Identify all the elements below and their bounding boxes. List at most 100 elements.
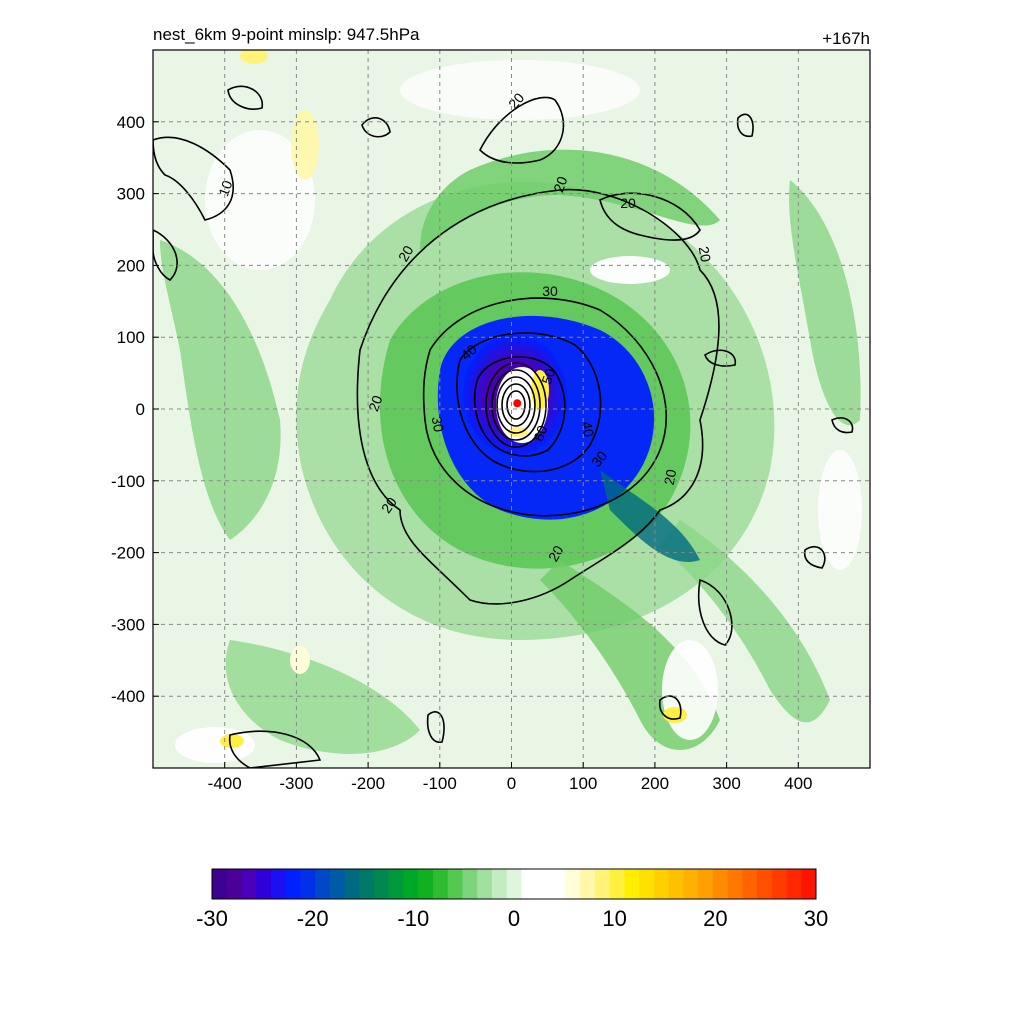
contour-inner-1 [485,362,547,448]
y-tick-label: -400 [111,687,145,706]
contour-ne-small [736,113,754,138]
colorbar-swatch [742,869,758,899]
colorbar-swatch [580,869,596,899]
y-axis: 400 300 200 100 0 -100 -200 -300 -400 [111,113,159,706]
contour-20-outer [356,188,720,605]
y-tick-label: -100 [111,472,145,491]
colorbar-swatch [418,869,434,899]
colorbar-swatch [668,869,684,899]
colorbar-swatch [256,869,272,899]
colorbar-swatch [300,869,316,899]
x-tick-label: -200 [351,774,385,793]
contour-sw-loop [228,730,322,768]
colorbar-swatch [771,869,788,899]
colorbar-swatch [727,869,743,899]
colorbar-label: -20 [297,906,329,931]
colorbar-swatch [786,869,802,899]
yellow-patch-n [291,110,319,180]
time-label: +167h [822,29,870,48]
colorbar-swatch [329,869,346,899]
colorbar-swatch [447,869,463,899]
colorbar-label: 10 [602,906,626,931]
contour-inner-4 [501,383,531,427]
y-tick-label: 200 [117,256,145,275]
x-tick-label: 100 [569,774,597,793]
colorbar-swatch [462,869,478,899]
contour-label: 20 [696,245,714,263]
colorbar-label: 20 [703,906,727,931]
colorbar-tick-labels: -30 -20 -10 0 10 20 30 [196,906,828,931]
colorbar-swatch [226,869,242,899]
colorbar-swatch [801,869,817,899]
contour-label: 20 [365,393,385,413]
contour-e-small-2 [803,545,826,569]
contour-lines [153,85,854,768]
colorbar-swatch [432,869,449,899]
colorbar-swatch [653,869,670,899]
contour-50 [473,356,566,457]
colorbar-frame [211,868,817,900]
colorbar-swatch [344,869,360,899]
colorbar-swatch [757,869,773,899]
contour-30 [422,297,668,517]
colorbar-swatch [491,869,508,899]
band-spiral-north [420,149,720,250]
contour-s-small [426,711,445,743]
colorbar-swatch [698,869,714,899]
contour-se-loop [697,578,733,646]
colorbar-swatch [506,869,522,899]
white-patch-se [662,640,718,740]
contour-label: 20 [620,195,636,211]
y-tick-label: 100 [117,328,145,347]
yellow-patch-nw [240,50,268,64]
colorbar-swatch [477,869,493,899]
x-tick-label: 200 [641,774,669,793]
colorbar-swatch [639,869,655,899]
x-tick-label: -400 [208,774,242,793]
y-tick-label: 400 [117,113,145,132]
y-tick-label: -200 [111,544,145,563]
band-southwest [225,640,420,754]
contour-label: 20 [545,543,567,565]
y-tick-label: 0 [136,400,145,419]
colorbar-swatch [403,869,419,899]
band-spiral-west [160,240,281,540]
storm-center-marker [513,399,522,408]
colorbar-swatch [550,869,567,899]
colorbar-swatch [212,869,228,899]
colorbar-swatch [285,869,301,899]
colorbar-label: 30 [804,906,828,931]
colorbar-swatch [536,869,552,899]
white-patch-nw [205,130,315,270]
colorbar-label: 0 [508,906,520,931]
contour-10-nw [153,136,234,221]
contour-e-mid [704,349,736,367]
band-east [789,180,861,426]
contour-40 [456,332,602,473]
x-axis: -400 -300 -200 -100 0 100 200 300 400 [208,762,812,793]
contour-label: 30 [542,283,558,299]
y-tick-label: 300 [117,185,145,204]
white-patch-n [400,60,640,120]
core-eye-yellow-south [508,427,528,437]
colorbar [211,868,817,900]
yellow-patch-w [290,646,310,674]
chart-title: nest_6km 9-point minslp: 947.5hPa [153,25,420,44]
colorbar-swatch [712,869,729,899]
colorbar-swatch [624,869,640,899]
colorbar-swatch [609,869,625,899]
contour-label: 30 [429,415,447,433]
colorbar-swatch [270,869,287,899]
contour-label: 40 [579,420,597,438]
contour-e-small [831,417,854,434]
contour-label: 20 [550,174,570,194]
contour-label: 50 [538,366,558,386]
contour-ne-loop [599,192,701,241]
colorbar-swatch [595,869,611,899]
band-spiral-southeast [660,520,830,723]
contour-label: 60 [530,423,550,443]
colorbar-swatch [374,869,390,899]
contour-inner-2 [491,369,541,441]
white-patch-ne [590,256,670,284]
